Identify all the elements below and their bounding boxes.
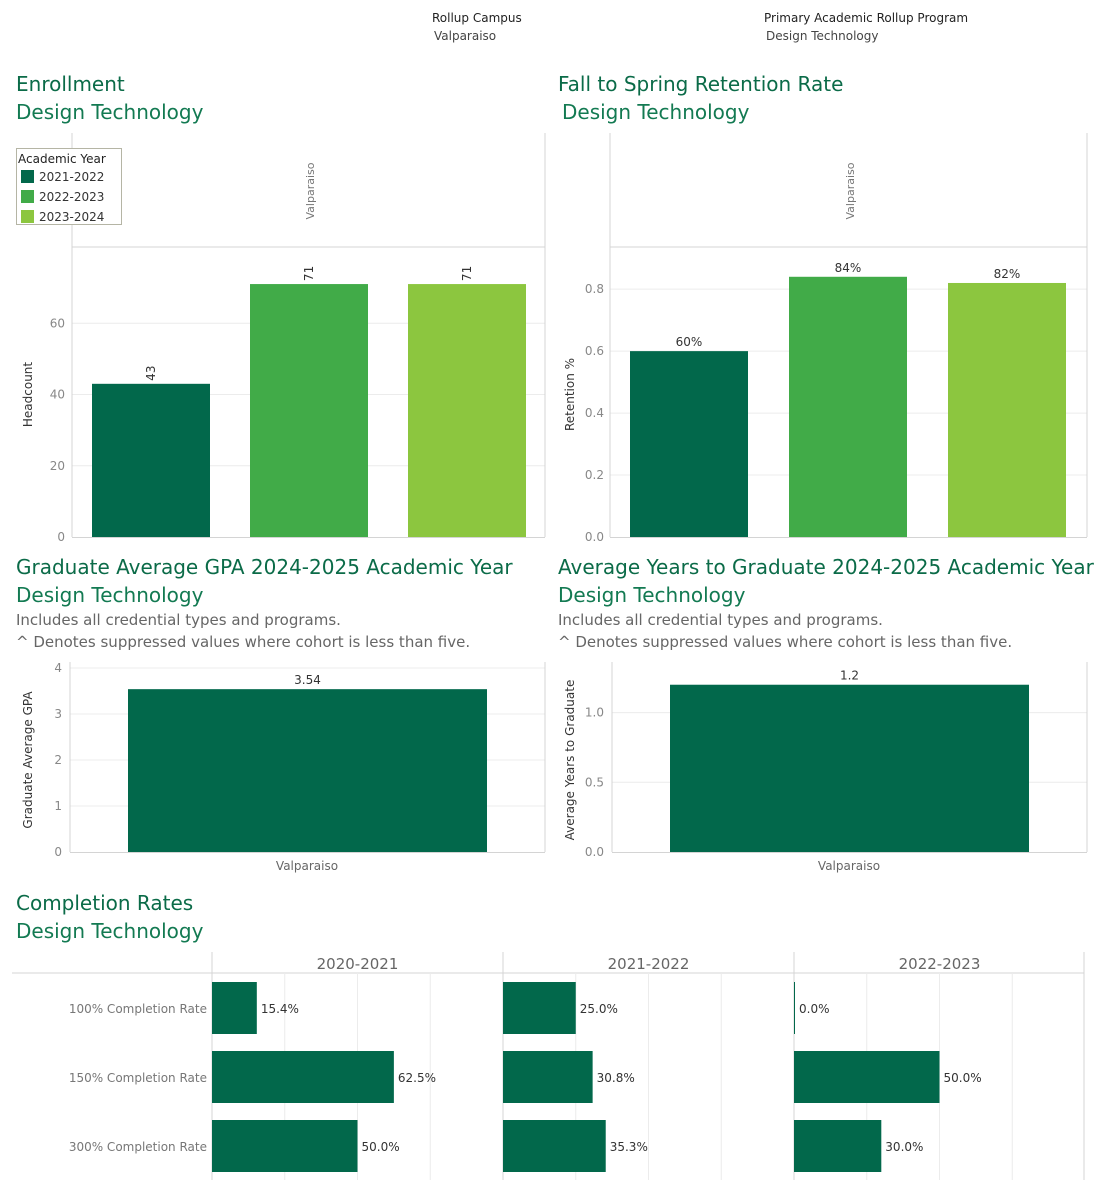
completion-data-label: 35.3% xyxy=(610,1140,648,1154)
retention-bar-2023-2024 xyxy=(948,282,1066,537)
enrollment-panel-label: Valparaiso xyxy=(304,162,317,219)
completion-data-label: 62.5% xyxy=(398,1071,436,1085)
completion-row-label: 100% Completion Rate xyxy=(69,1002,207,1016)
retention-bar-2021-2022 xyxy=(630,351,748,537)
gpa-note-1: Includes all credential types and progra… xyxy=(16,611,341,629)
years-x-category-label: Valparaiso xyxy=(818,859,880,873)
legend-label: 2022-2023 xyxy=(39,190,105,204)
completion-bar xyxy=(794,982,795,1034)
years-title: Average Years to Graduate 2024-2025 Acad… xyxy=(558,555,1094,579)
completion-subtitle: Design Technology xyxy=(16,919,204,943)
gpa-y-axis-title: Graduate Average GPA xyxy=(21,691,35,829)
retention-ytick-label: 0.8 xyxy=(585,282,604,296)
legend-swatch xyxy=(21,190,34,203)
completion-bar xyxy=(794,1051,940,1103)
completion-data-label: 30.8% xyxy=(597,1071,635,1085)
gpa-bar-valparaiso xyxy=(128,689,487,852)
enrollment-data-label: 71 xyxy=(302,266,316,281)
enrollment-bar-2022-2023 xyxy=(250,284,368,537)
gpa-x-category-label: Valparaiso xyxy=(276,859,338,873)
completion-column-header: 2022-2023 xyxy=(899,955,981,973)
enrollment-subtitle: Design Technology xyxy=(16,100,204,124)
gpa-note-2: ^ Denotes suppressed values where cohort… xyxy=(16,633,471,651)
completion-row-label: 150% Completion Rate xyxy=(69,1071,207,1085)
completion-bar xyxy=(794,1120,882,1172)
legend-item-2023-2024[interactable]: 2023-2024 xyxy=(21,210,104,226)
enrollment-ytick-label: 20 xyxy=(50,459,65,473)
enrollment-ytick-label: 40 xyxy=(50,388,65,402)
legend-swatch xyxy=(21,170,34,183)
years-y-axis-title: Average Years to Graduate xyxy=(563,680,577,841)
years-note-1: Includes all credential types and progra… xyxy=(558,611,883,629)
completion-data-label: 50.0% xyxy=(944,1071,982,1085)
enrollment-bar-2021-2022 xyxy=(92,383,210,537)
gpa-ytick-label: 1 xyxy=(54,799,62,813)
legend-title: Academic Year xyxy=(18,152,106,166)
completion-bar xyxy=(503,1051,593,1103)
years-note-2: ^ Denotes suppressed values where cohort… xyxy=(558,633,1013,651)
completion-bar xyxy=(212,1120,358,1172)
legend-item-2022-2023[interactable]: 2022-2023 xyxy=(21,190,104,206)
retention-ytick-label: 0.2 xyxy=(585,468,604,482)
campus-filter-label: Rollup Campus xyxy=(432,11,522,25)
completion-bar xyxy=(212,982,257,1034)
enrollment-ytick-label: 0 xyxy=(57,530,65,544)
years-ytick-label: 1.0 xyxy=(585,706,604,720)
years-ytick-label: 0.0 xyxy=(585,845,604,859)
enrollment-y-axis-title: Headcount xyxy=(21,362,35,428)
gpa-ytick-label: 4 xyxy=(54,661,62,675)
years-subtitle: Design Technology xyxy=(558,583,746,607)
retention-subtitle: Design Technology xyxy=(562,100,750,124)
enrollment-bar-2023-2024 xyxy=(408,284,526,537)
retention-data-label: 82% xyxy=(994,267,1021,281)
completion-data-label: 25.0% xyxy=(580,1002,618,1016)
retention-y-axis-title: Retention % xyxy=(563,358,577,431)
completion-data-label: 15.4% xyxy=(261,1002,299,1016)
completion-title: Completion Rates xyxy=(16,891,194,915)
completion-data-label: 30.0% xyxy=(885,1140,923,1154)
retention-ytick-label: 0.4 xyxy=(585,406,604,420)
completion-row-label: 300% Completion Rate xyxy=(69,1140,207,1154)
gpa-ytick-label: 0 xyxy=(54,845,62,859)
enrollment-legend: Academic Year 2021-2022 2022-2023 2023-2… xyxy=(16,148,122,225)
retention-bar-2022-2023 xyxy=(789,276,907,537)
years-ytick-label: 0.5 xyxy=(585,775,604,789)
completion-column-header: 2020-2021 xyxy=(317,955,399,973)
completion-bar xyxy=(503,1120,606,1172)
legend-label: 2021-2022 xyxy=(39,170,105,184)
enrollment-data-label: 43 xyxy=(144,366,158,381)
gpa-title: Graduate Average GPA 2024-2025 Academic … xyxy=(16,555,513,579)
program-filter-value[interactable]: Design Technology xyxy=(766,29,879,43)
legend-swatch xyxy=(21,210,34,223)
completion-column-header: 2021-2022 xyxy=(608,955,690,973)
retention-ytick-label: 0.6 xyxy=(585,344,604,358)
years-bar-valparaiso xyxy=(670,684,1029,852)
retention-panel-label: Valparaiso xyxy=(844,162,857,219)
gpa-ytick-label: 2 xyxy=(54,753,62,767)
enrollment-ytick-label: 60 xyxy=(50,316,65,330)
completion-bar xyxy=(503,982,576,1034)
legend-item-2021-2022[interactable]: 2021-2022 xyxy=(21,170,104,186)
gpa-ytick-label: 3 xyxy=(54,707,62,721)
enrollment-title: Enrollment xyxy=(16,72,125,96)
campus-filter-value[interactable]: Valparaiso xyxy=(434,29,497,43)
program-filter-label: Primary Academic Rollup Program xyxy=(764,11,969,25)
completion-data-label: 50.0% xyxy=(362,1140,400,1154)
completion-data-label: 0.0% xyxy=(799,1002,830,1016)
gpa-subtitle: Design Technology xyxy=(16,583,204,607)
legend-label: 2023-2024 xyxy=(39,210,105,224)
enrollment-data-label: 71 xyxy=(460,266,474,281)
retention-data-label: 84% xyxy=(835,261,862,275)
retention-ytick-label: 0.0 xyxy=(585,530,604,544)
gpa-data-label: 3.54 xyxy=(294,673,321,687)
years-data-label: 1.2 xyxy=(840,669,859,683)
retention-data-label: 60% xyxy=(676,335,703,349)
completion-bar xyxy=(212,1051,394,1103)
retention-title: Fall to Spring Retention Rate xyxy=(558,72,844,96)
